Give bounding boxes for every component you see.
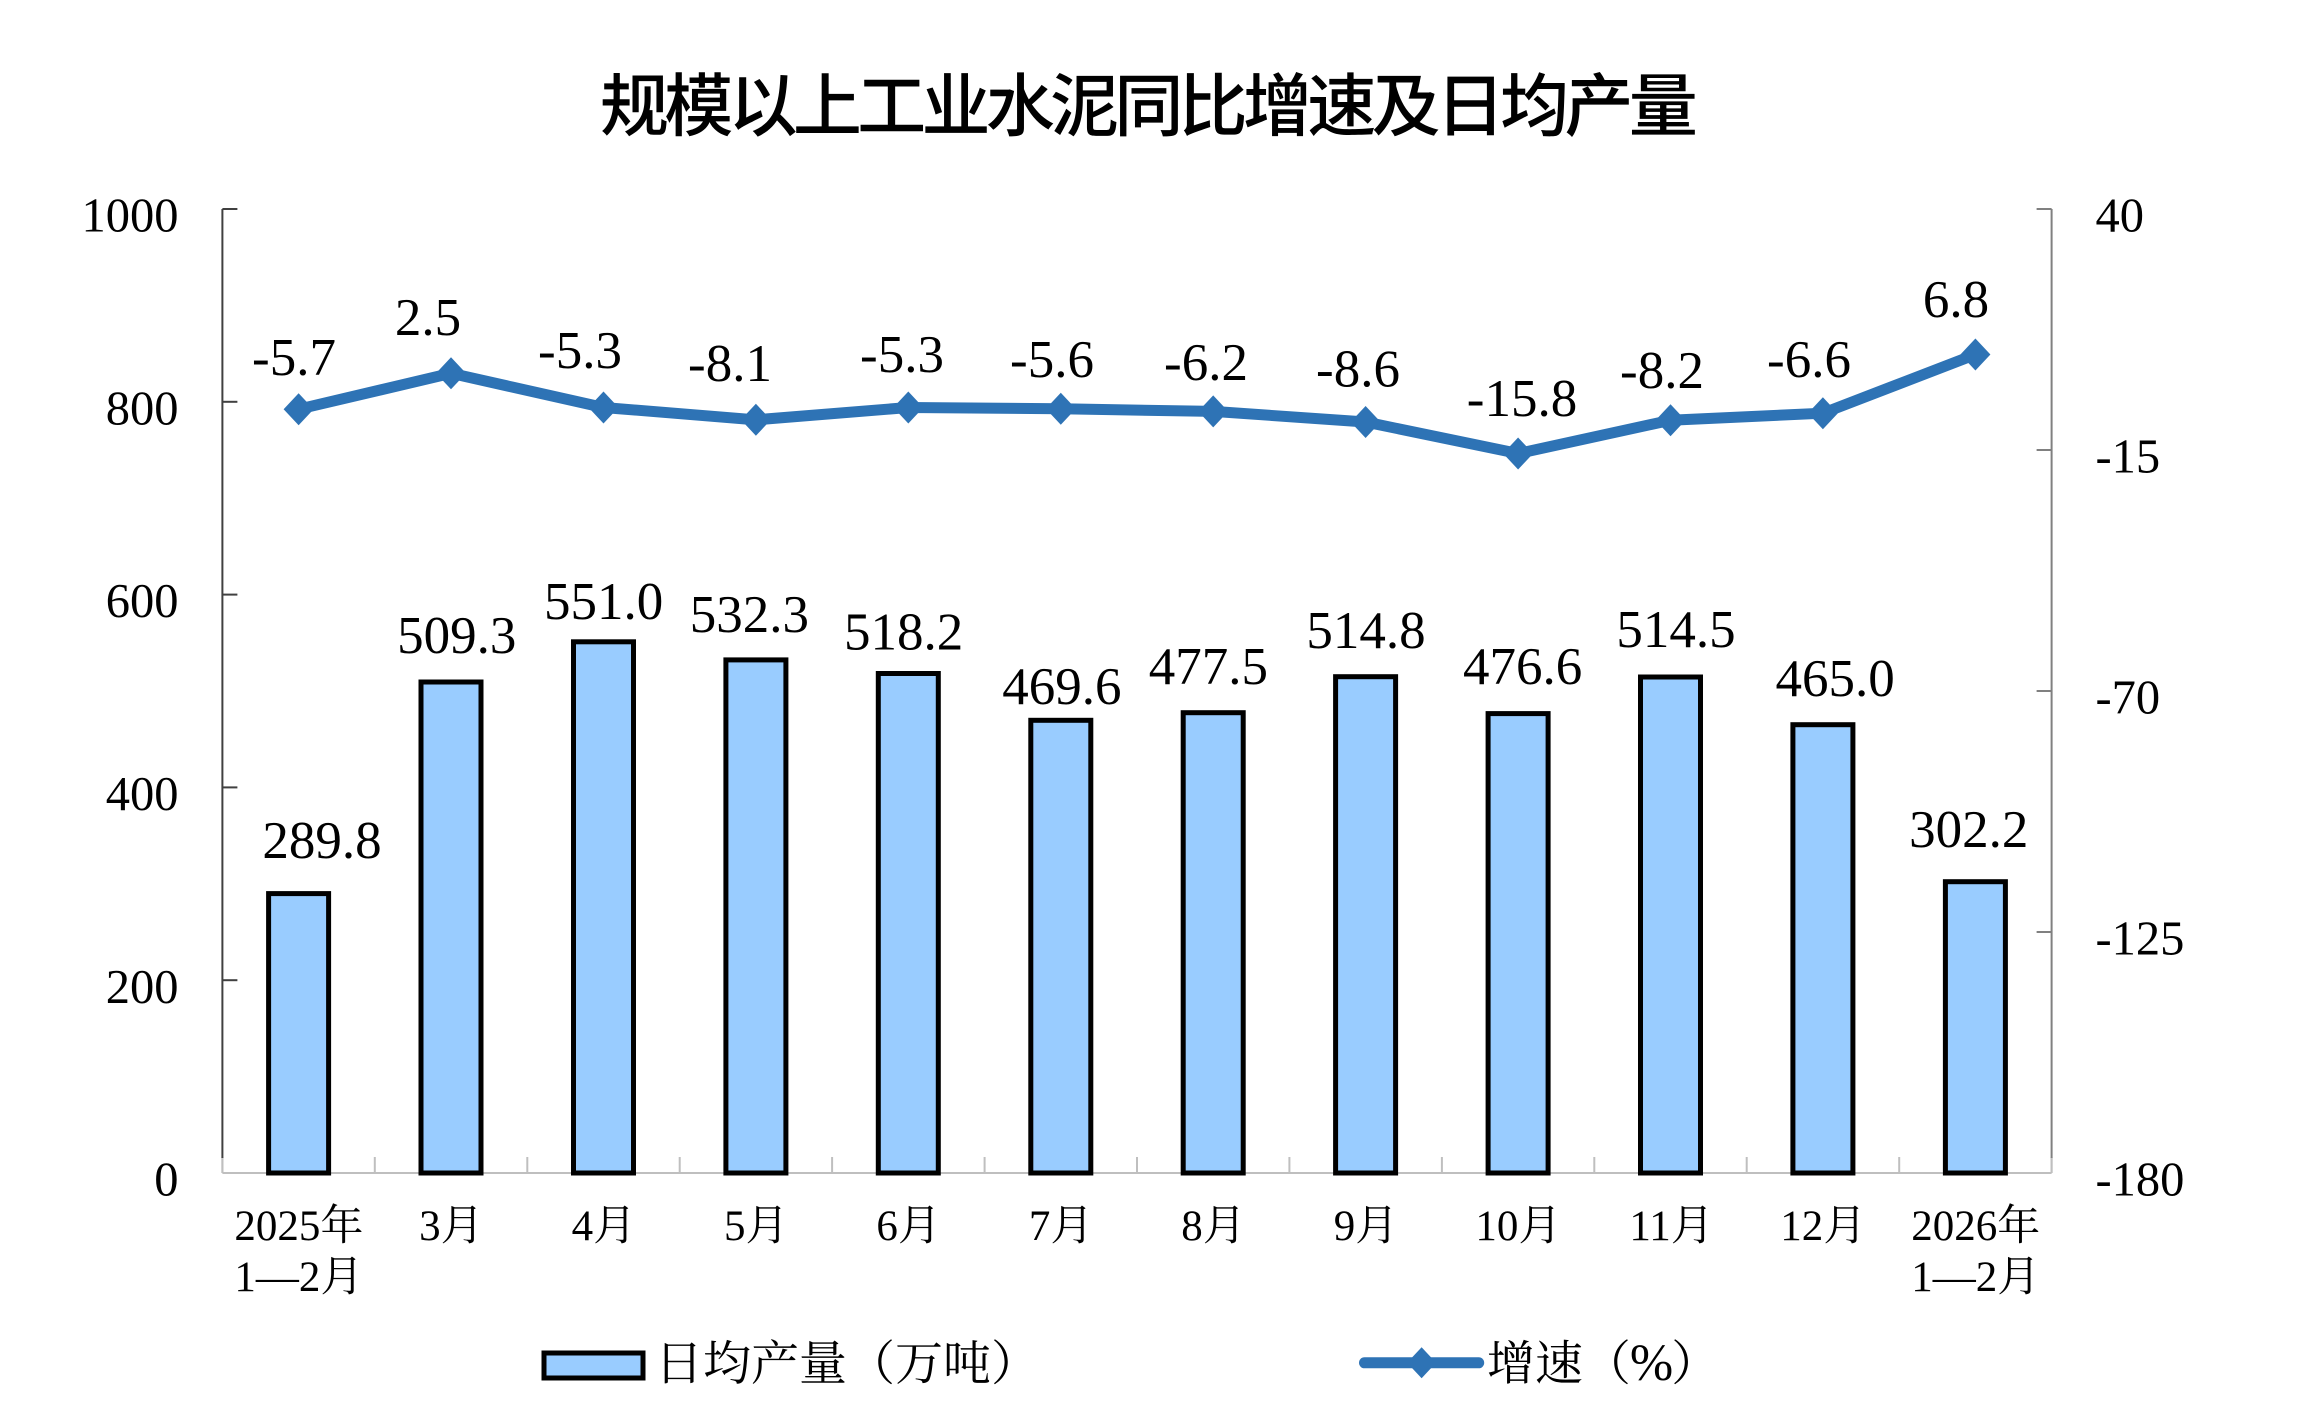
svg-text:-6.6: -6.6: [1767, 331, 1851, 389]
svg-text:%: %: [1630, 1335, 1673, 1392]
svg-text:8: 8: [1181, 1203, 1203, 1250]
svg-text:465.0: 465.0: [1775, 650, 1894, 708]
svg-text:11: 11: [1629, 1203, 1670, 1250]
svg-text:-5.6: -5.6: [1010, 331, 1094, 389]
svg-text:-8.6: -8.6: [1316, 341, 1400, 399]
svg-text:2026: 2026: [1911, 1203, 1997, 1250]
svg-text:3: 3: [419, 1203, 441, 1250]
svg-text:400: 400: [106, 768, 179, 821]
svg-text:289.8: 289.8: [262, 812, 381, 870]
svg-text:514.5: 514.5: [1616, 601, 1735, 659]
svg-text:1—2: 1—2: [234, 1254, 320, 1301]
svg-text:4: 4: [572, 1203, 594, 1250]
svg-text:551.0: 551.0: [544, 573, 663, 631]
svg-text:1000: 1000: [82, 190, 179, 243]
svg-text:-5.3: -5.3: [538, 322, 622, 380]
svg-text:9: 9: [1334, 1203, 1356, 1250]
svg-text:514.8: 514.8: [1306, 602, 1425, 660]
svg-text:2025: 2025: [234, 1203, 320, 1250]
svg-text:5: 5: [724, 1203, 746, 1250]
svg-text:532.3: 532.3: [690, 586, 809, 644]
svg-text:-8.2: -8.2: [1620, 342, 1704, 400]
svg-text:2.5: 2.5: [395, 289, 461, 347]
svg-text:-8.1: -8.1: [688, 335, 772, 393]
svg-text:-180: -180: [2096, 1154, 2185, 1207]
svg-text:-70: -70: [2096, 672, 2161, 725]
svg-text:518.2: 518.2: [844, 604, 963, 662]
svg-text:1—2: 1—2: [1911, 1254, 1997, 1301]
svg-text:477.5: 477.5: [1149, 638, 1268, 696]
svg-text:-125: -125: [2096, 913, 2185, 966]
svg-text:40: 40: [2096, 190, 2145, 243]
svg-text:10: 10: [1475, 1203, 1518, 1250]
svg-text:6.8: 6.8: [1923, 271, 1989, 329]
svg-text:476.6: 476.6: [1463, 638, 1582, 696]
svg-text:-5.7: -5.7: [252, 329, 336, 387]
svg-text:-15: -15: [2096, 431, 2161, 484]
svg-text:302.2: 302.2: [1909, 801, 2028, 859]
svg-text:-6.2: -6.2: [1164, 334, 1248, 392]
svg-text:12: 12: [1780, 1203, 1823, 1250]
svg-text:800: 800: [106, 382, 179, 435]
svg-text:200: 200: [106, 961, 179, 1014]
svg-text:509.3: 509.3: [397, 607, 516, 665]
svg-text:-5.3: -5.3: [860, 326, 944, 384]
svg-text:7: 7: [1029, 1203, 1051, 1250]
svg-text:-15.8: -15.8: [1467, 370, 1577, 428]
svg-text:469.6: 469.6: [1002, 658, 1121, 716]
svg-text:600: 600: [106, 575, 179, 628]
svg-text:6: 6: [876, 1203, 898, 1250]
svg-text:0: 0: [154, 1154, 178, 1207]
